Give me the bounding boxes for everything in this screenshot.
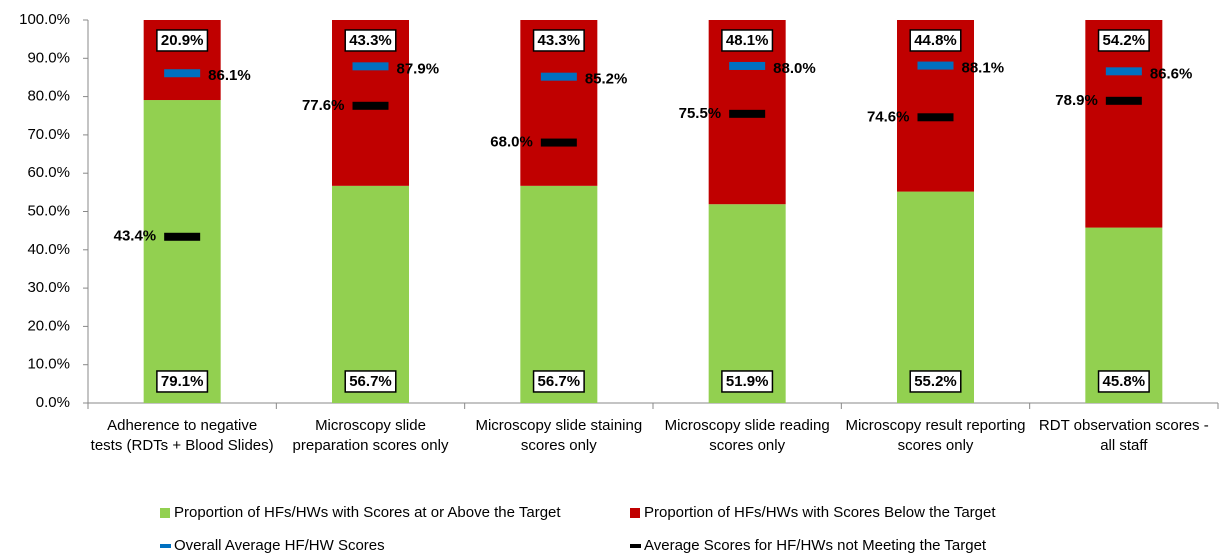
data-label-box (721, 370, 774, 393)
data-label: 44.8% (914, 32, 957, 49)
data-label: 75.5% (679, 105, 722, 122)
marker (540, 72, 577, 81)
marker (917, 113, 954, 122)
data-label-box (156, 370, 209, 393)
data-label: 43.3% (538, 32, 581, 49)
data-label: 87.9% (397, 60, 440, 77)
data-label: 43.4% (114, 228, 157, 245)
data-label: 85.2% (585, 71, 628, 88)
data-label-box (532, 370, 585, 393)
y-tick-label: 70.0% (27, 126, 70, 143)
legend-label: Overall Average HF/HW Scores (174, 537, 385, 554)
legend-swatch (630, 508, 640, 518)
data-label: 74.6% (867, 108, 910, 125)
data-label: 68.0% (490, 134, 533, 151)
data-label-box (344, 370, 397, 393)
data-label: 51.9% (726, 373, 769, 390)
legend-label: Proportion of HFs/HWs with Scores at or … (174, 504, 561, 521)
marker (729, 61, 766, 70)
data-label-box (156, 29, 209, 52)
legend-swatch (160, 508, 170, 518)
data-label: 86.6% (1150, 65, 1193, 82)
bar-segment (332, 185, 409, 403)
legend-swatch (630, 544, 641, 548)
data-label-box (344, 29, 397, 52)
bar-segment (520, 185, 598, 403)
bar-segment (708, 204, 786, 403)
marker (1105, 67, 1142, 76)
y-tick-label: 10.0% (27, 356, 70, 373)
marker (917, 61, 954, 70)
y-tick-label: 90.0% (27, 49, 70, 66)
marker (352, 62, 389, 71)
marker (164, 69, 201, 78)
data-label: 54.2% (1103, 32, 1146, 49)
data-label: 86.1% (208, 67, 251, 84)
marker (729, 109, 766, 118)
bar-segment (143, 100, 221, 403)
data-label-box (1097, 29, 1150, 52)
y-tick-label: 40.0% (27, 241, 70, 258)
x-tick-label: Adherence to negative tests (RDTs + Bloo… (90, 417, 274, 454)
legend-label: Proportion of HFs/HWs with Scores Below … (644, 504, 996, 521)
data-label: 48.1% (726, 32, 769, 49)
data-label: 88.1% (962, 60, 1005, 77)
x-tick-label: Microscopy result reporting scores only (845, 417, 1026, 454)
x-tick-label: Microscopy slide preparation scores only (292, 417, 449, 454)
y-tick-label: 80.0% (27, 88, 70, 105)
data-label: 55.2% (914, 373, 957, 390)
y-tick-label: 20.0% (27, 317, 70, 334)
data-label-box (532, 29, 585, 52)
bar-segment (1085, 20, 1163, 228)
data-label: 43.3% (349, 32, 392, 49)
data-label-box (909, 370, 962, 393)
data-label-box (1097, 370, 1150, 393)
marker (1105, 96, 1142, 105)
x-tick-label: Microscopy slide staining scores only (475, 417, 643, 454)
data-label-box (721, 29, 774, 52)
y-tick-label: 0.0% (36, 394, 70, 411)
y-tick-label: 100.0% (19, 11, 70, 28)
legend-label: Average Scores for HF/HWs not Meeting th… (644, 537, 987, 554)
data-label-box (909, 29, 962, 52)
data-label: 78.9% (1055, 92, 1098, 109)
data-label: 20.9% (161, 32, 204, 49)
x-tick-label: RDT observation scores - all staff (1038, 417, 1209, 454)
data-label: 77.6% (302, 97, 345, 114)
data-label: 45.8% (1103, 373, 1146, 390)
bar-segment (897, 191, 974, 403)
y-tick-label: 50.0% (27, 202, 70, 219)
data-label: 56.7% (538, 373, 581, 390)
data-label: 79.1% (161, 373, 204, 390)
y-tick-label: 30.0% (27, 279, 70, 296)
x-tick-label: Microscopy slide reading scores only (664, 417, 830, 454)
y-tick-label: 60.0% (27, 164, 70, 181)
marker (164, 232, 201, 241)
legend-swatch (160, 544, 171, 548)
marker (540, 138, 577, 147)
data-label: 88.0% (773, 60, 816, 77)
marker (352, 101, 389, 110)
data-label: 56.7% (349, 373, 392, 390)
